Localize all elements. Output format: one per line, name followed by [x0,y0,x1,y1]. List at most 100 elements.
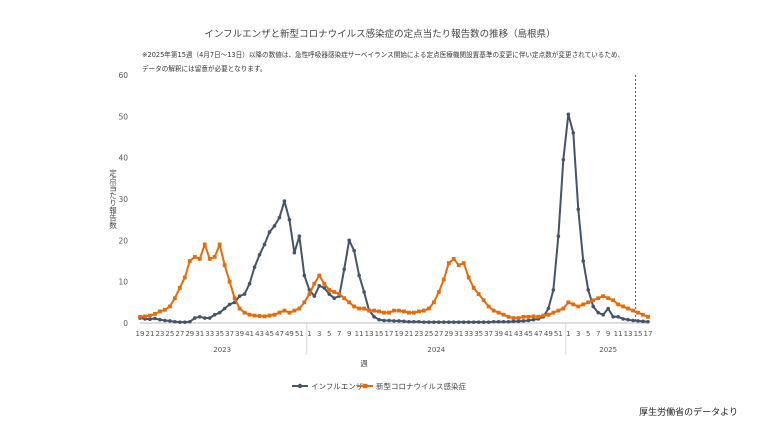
x-tick-label: 25 [165,330,174,338]
data-point [476,292,481,296]
x-tick-label: 19 [136,330,145,338]
data-point [626,317,630,322]
series-line-0 [139,113,649,324]
data-point [561,306,566,311]
data-point [521,314,526,319]
data-point [307,292,312,296]
data-point [237,306,242,311]
data-point [247,281,252,286]
x-tick-label: 13 [624,330,633,338]
x-tick-label: 3 [576,330,580,338]
data-point [412,319,416,324]
data-point [646,314,650,319]
data-point [347,300,352,305]
data-point [168,319,172,323]
data-point [217,242,222,247]
x-tick-label: 19 [395,330,404,338]
data-point [377,309,381,314]
data-point [576,207,581,212]
x-tick-label: 17 [644,330,653,338]
data-point [247,312,252,317]
x-tick-label: 35 [474,330,483,338]
data-point [262,242,267,247]
data-point [402,309,406,314]
data-point [471,285,476,290]
data-point [516,316,521,320]
data-point [362,306,367,311]
data-point [222,306,227,311]
y-tick-label: 50 [118,112,128,121]
data-point [192,316,197,320]
x-tick-label: 1 [307,330,311,338]
data-point [337,292,342,296]
data-point [561,157,566,162]
x-tick-label: 25 [424,330,433,338]
data-point [322,281,327,286]
y-tick-label: 30 [118,195,128,204]
data-point [556,308,561,313]
data-point [392,319,396,323]
data-point [302,300,307,305]
data-point [312,281,317,286]
y-axis: 0 10 20 30 40 50 60 定点当たり報告数 [108,71,128,328]
data-source-credit: 厚生労働省のデータより [639,408,738,418]
x-tick-label: 45 [524,330,533,338]
data-point [158,309,162,314]
data-point [556,234,561,238]
data-point [631,308,635,313]
chart-note: ※2025年第15週（4月7日～13日）以降の数値は、急性呼吸器感染症サーベイラ… [142,48,702,76]
y-tick-label: 20 [118,236,128,245]
data-point [442,320,446,324]
x-tick-label: 31 [195,330,204,338]
data-point [297,234,302,238]
data-point [317,284,322,288]
data-point [451,320,456,324]
x-tick-label: 31 [454,330,463,338]
data-point [481,298,486,303]
chart-title: インフルエンザと新型コロナウイルス感染症の定点当たり報告数の推移（島根県） [204,29,556,40]
legend-swatch-marker [297,383,303,389]
data-point [237,294,242,298]
data-point [606,296,611,301]
data-point [382,318,386,323]
data-point [436,290,441,294]
data-point [496,310,501,315]
data-point [342,267,346,272]
x-tick-label: 9 [347,330,351,338]
data-point [456,320,461,324]
data-point [431,300,436,305]
x-tick-label: 23 [414,330,423,338]
data-point [641,312,645,317]
data-point [322,286,327,290]
x-tick-label: 51 [554,330,563,338]
data-point [486,320,491,324]
x-axis: 19 21 23 25 27 29 31 33 35 37 39 41 43 45 47 49 51 1 3 5 7 9 1… [136,322,653,368]
data-point [197,315,202,319]
data-point [521,319,526,323]
data-point [427,320,431,324]
data-point [441,277,446,282]
data-point [566,300,571,305]
data-point [546,306,551,311]
data-point [217,310,222,315]
data-point [192,254,197,259]
data-point [202,316,207,320]
data-point [138,314,142,319]
data-point [426,306,431,311]
x-tick-label: 27 [434,330,443,338]
data-point [372,308,376,313]
data-point [526,314,531,319]
data-point [591,298,596,303]
y-tick-label: 10 [118,278,128,287]
data-point [397,319,401,323]
data-point [466,320,471,324]
data-point [581,259,586,263]
x-tick-label: 13 [365,330,374,338]
data-point [352,248,356,253]
data-point [606,306,610,311]
data-point [153,316,157,321]
data-point [158,317,162,322]
data-point [511,316,516,320]
data-point [188,319,192,324]
y-tick-label: 60 [118,71,128,80]
